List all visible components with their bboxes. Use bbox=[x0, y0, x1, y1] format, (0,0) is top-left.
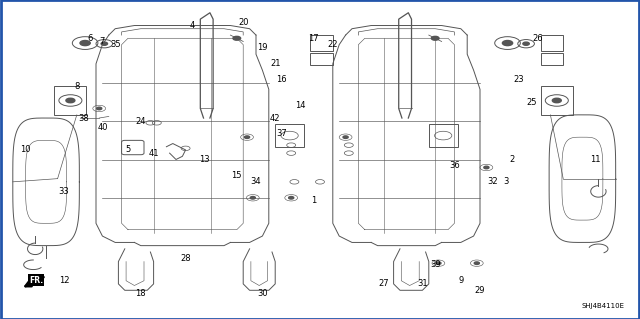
Circle shape bbox=[523, 42, 529, 45]
Text: 9: 9 bbox=[458, 276, 463, 285]
Circle shape bbox=[484, 166, 489, 169]
Text: 37: 37 bbox=[276, 130, 287, 138]
Text: 19: 19 bbox=[257, 43, 268, 52]
Circle shape bbox=[244, 136, 250, 138]
Text: 6: 6 bbox=[87, 34, 92, 43]
Text: 27: 27 bbox=[379, 279, 389, 288]
Text: 38: 38 bbox=[78, 114, 88, 122]
Text: 23: 23 bbox=[513, 75, 524, 84]
Text: 11: 11 bbox=[590, 155, 600, 164]
Text: 30: 30 bbox=[257, 289, 268, 298]
Bar bbox=[429, 124, 458, 147]
Circle shape bbox=[474, 262, 479, 264]
Text: 3: 3 bbox=[503, 177, 508, 186]
Circle shape bbox=[101, 42, 108, 45]
Text: 41: 41 bbox=[148, 149, 159, 158]
Text: 24: 24 bbox=[136, 117, 146, 126]
Text: 39: 39 bbox=[430, 260, 440, 269]
Bar bbox=[275, 124, 304, 147]
Circle shape bbox=[436, 262, 441, 264]
Bar bbox=[310, 53, 333, 65]
Circle shape bbox=[431, 36, 439, 40]
Text: 28: 28 bbox=[180, 254, 191, 263]
Text: 34: 34 bbox=[251, 177, 261, 186]
Text: FR.: FR. bbox=[29, 276, 43, 285]
Text: 20: 20 bbox=[238, 18, 248, 27]
Text: 12: 12 bbox=[59, 276, 69, 285]
Text: 42: 42 bbox=[270, 114, 280, 122]
Text: 13: 13 bbox=[200, 155, 210, 164]
Bar bbox=[310, 35, 333, 51]
Bar bbox=[54, 86, 86, 115]
Bar bbox=[541, 53, 563, 65]
Text: 17: 17 bbox=[308, 34, 319, 43]
Text: 29: 29 bbox=[475, 286, 485, 295]
Text: SHJ4B4110E: SHJ4B4110E bbox=[581, 303, 624, 309]
Text: 4: 4 bbox=[189, 21, 195, 30]
Text: 2: 2 bbox=[509, 155, 515, 164]
Bar bbox=[541, 86, 573, 115]
Text: 18: 18 bbox=[136, 289, 146, 298]
Text: 22: 22 bbox=[328, 40, 338, 49]
Circle shape bbox=[552, 98, 561, 103]
Text: 1: 1 bbox=[311, 197, 316, 205]
Circle shape bbox=[343, 136, 348, 138]
Circle shape bbox=[502, 41, 513, 46]
Text: 21: 21 bbox=[270, 59, 280, 68]
Text: 36: 36 bbox=[449, 161, 460, 170]
Text: 7: 7 bbox=[100, 37, 105, 46]
Text: 15: 15 bbox=[232, 171, 242, 180]
Text: 25: 25 bbox=[526, 98, 536, 107]
Circle shape bbox=[289, 197, 294, 199]
Text: 40: 40 bbox=[97, 123, 108, 132]
Text: 16: 16 bbox=[276, 75, 287, 84]
Circle shape bbox=[250, 197, 255, 199]
Text: 35: 35 bbox=[110, 40, 120, 49]
Text: 14: 14 bbox=[296, 101, 306, 110]
Circle shape bbox=[80, 41, 90, 46]
Circle shape bbox=[97, 107, 102, 110]
Text: 26: 26 bbox=[532, 34, 543, 43]
Bar bbox=[541, 35, 563, 51]
Text: 32: 32 bbox=[488, 177, 498, 186]
Circle shape bbox=[233, 36, 241, 40]
Text: 33: 33 bbox=[59, 187, 69, 196]
Text: 10: 10 bbox=[20, 145, 31, 154]
Text: 8: 8 bbox=[74, 82, 79, 91]
Text: 5: 5 bbox=[125, 145, 131, 154]
Circle shape bbox=[66, 98, 75, 103]
Text: 31: 31 bbox=[417, 279, 428, 288]
